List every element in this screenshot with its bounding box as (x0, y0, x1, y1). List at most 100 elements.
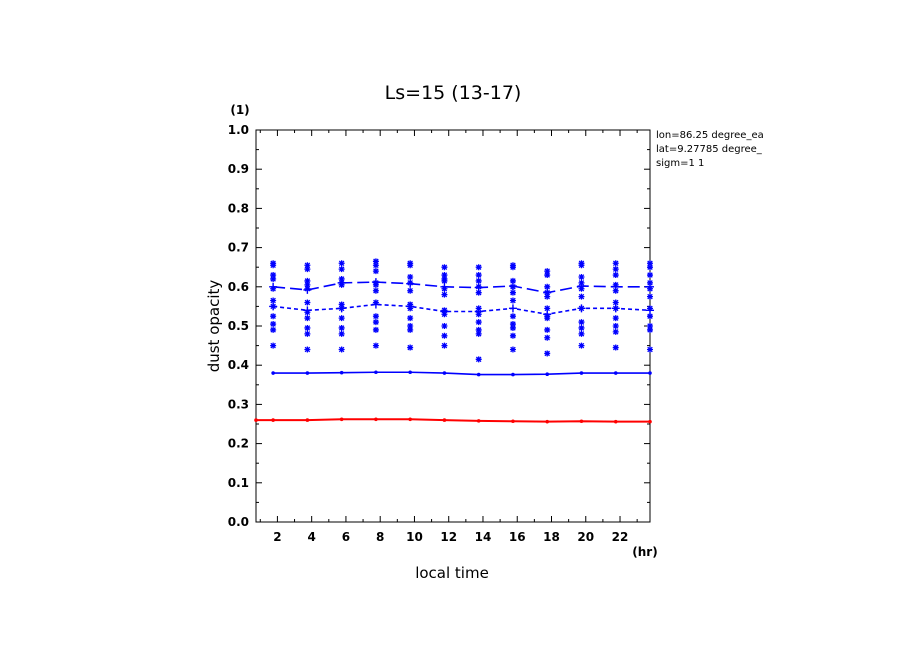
x-axis-label: local time (415, 564, 489, 582)
scatter-point (544, 326, 551, 333)
scatter-point (578, 319, 585, 326)
scatter-point (372, 262, 379, 269)
scatter-point (475, 264, 482, 271)
annotation-sigm: sigm=1 1 (656, 158, 704, 169)
series-point (271, 418, 275, 422)
axis-ticks: 0.0 0.1 0.2 0.3 0.4 0.5 0.6 0.7 0.8 0.9 1.0 2 4 6 8 10 1… (228, 123, 650, 544)
series-point (303, 306, 312, 315)
scatter-point (304, 262, 311, 269)
scatter-point (338, 346, 345, 353)
series-point (545, 372, 550, 377)
scatter-point (544, 350, 551, 357)
scatter-point (544, 268, 551, 275)
scatter-point (509, 332, 516, 339)
scatter-point (509, 324, 516, 331)
annotation-lon: lon=86.25 degree_ea (656, 130, 764, 141)
scatter-point (304, 324, 311, 331)
scatter-point (441, 342, 448, 349)
scatter-point (372, 287, 379, 294)
x-tick-label: 14 (475, 530, 492, 544)
scatter-point (612, 266, 619, 273)
y-tick-label: 0.5 (228, 319, 249, 333)
series-point (269, 282, 278, 291)
scatter-point (578, 274, 585, 280)
series-point (646, 306, 654, 315)
scatter-point (407, 287, 414, 294)
series-point (646, 282, 654, 291)
scatter-point (338, 315, 345, 322)
series-line (256, 418, 650, 423)
series-point (511, 419, 515, 424)
x-tick-label: 10 (406, 530, 423, 544)
series-line (273, 281, 650, 294)
scatter-point (270, 326, 277, 333)
scatter-point (475, 356, 482, 363)
scatter-point (441, 272, 448, 279)
series-point (579, 371, 584, 375)
scatter-point (407, 323, 414, 329)
scatter-point (612, 299, 619, 306)
series-point (613, 371, 618, 375)
scatter-point (612, 315, 619, 322)
scatter-point (475, 319, 482, 326)
scatter-point (612, 323, 619, 329)
scatter-point (304, 330, 311, 337)
x-tick-label: 20 (577, 530, 594, 544)
scatter-point (647, 272, 653, 279)
scatter-point (509, 313, 516, 320)
y-axis-label: dust opacity (205, 280, 223, 373)
scatter-point (441, 323, 448, 329)
scatter-point (647, 346, 653, 353)
scatter-point (338, 324, 345, 331)
y-tick-label: 0.2 (228, 437, 249, 451)
scatter-point (304, 299, 311, 306)
scatter-point (304, 277, 311, 284)
scatter-point (475, 326, 482, 333)
y-tick-label: 0.9 (228, 162, 249, 176)
series-point (648, 371, 652, 375)
scatter-point (270, 321, 277, 328)
scatter-point (270, 313, 277, 320)
scatter-point (270, 275, 277, 282)
scatter-point (544, 272, 551, 279)
series-point (476, 419, 481, 423)
scatter-point (338, 260, 345, 267)
series-point (613, 419, 618, 424)
scatter-point (612, 272, 619, 279)
series-point (545, 419, 550, 424)
scatter-point (578, 330, 585, 337)
y-tick-label: 1.0 (228, 123, 249, 137)
x-tick-label: 18 (543, 530, 560, 544)
series-point (406, 302, 415, 311)
series-point (577, 282, 586, 291)
scatter-point (372, 268, 379, 275)
series-point (442, 371, 447, 375)
x-tick-label: 8 (376, 530, 384, 544)
scatter-point (578, 262, 585, 269)
series-point (406, 279, 415, 288)
series-line (273, 303, 651, 316)
scatter-point (338, 266, 345, 273)
scatter-point (509, 277, 516, 284)
series-point (474, 307, 483, 316)
annotation-lat: lat=9.27785 degree_ (656, 144, 763, 155)
x-tick-label: 22 (612, 530, 629, 544)
scatter-point (304, 315, 311, 322)
y-tick-label: 0.8 (228, 201, 249, 215)
scatter-point (304, 346, 311, 353)
series-point (543, 288, 552, 297)
plot-frame (255, 129, 651, 523)
scatter-point (647, 260, 653, 267)
scatter-point (270, 262, 277, 269)
series-point (611, 282, 620, 291)
series-point (579, 419, 584, 424)
series-point (476, 372, 481, 377)
scatter-point (544, 283, 551, 290)
scatter-point (612, 344, 619, 351)
series-point (442, 418, 447, 422)
scatter-point (509, 264, 516, 271)
scatter-point (372, 258, 379, 265)
data-marks (254, 258, 654, 424)
series-point (374, 417, 378, 422)
